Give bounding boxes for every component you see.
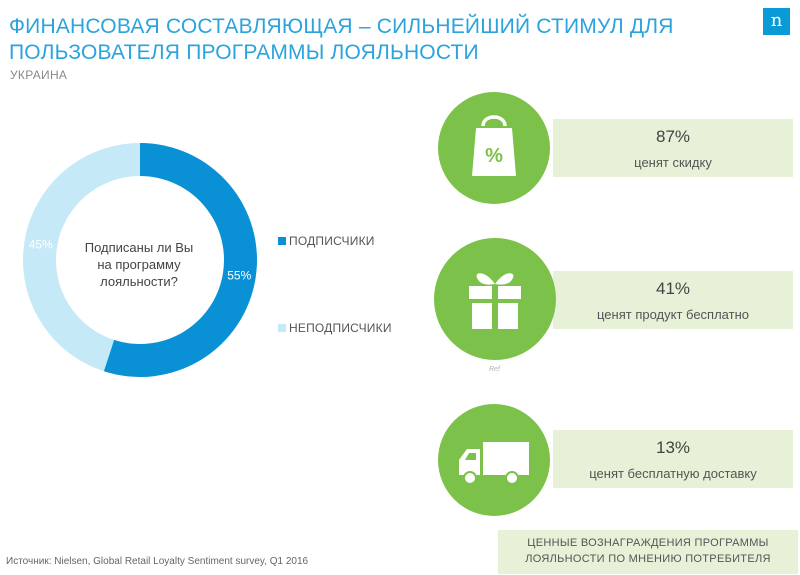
reward-free-product: 41% ценят продукт бесплатно: [434, 238, 798, 360]
reward-free-delivery-percent: 13%: [655, 438, 691, 457]
donut-label-subscribers: 55%: [227, 269, 251, 283]
reward-free-delivery: 13% ценят бесплатную доставку: [438, 404, 798, 516]
donut-slice-non-subscribers: [22, 143, 140, 372]
rewards-caption-line-2: ЛОЯЛЬНОСТИ ПО МНЕНИЮ ПОТРЕБИТЕЛЯ: [525, 553, 771, 565]
rewards-caption-line-1: ЦЕННЫЕ ВОЗНАГРАЖДЕНИЯ ПРОГРАММЫ: [527, 537, 769, 549]
legend-label-subscribers: ПОДПИСЧИКИ: [289, 234, 375, 248]
legend-item-subscribers: ПОДПИСЧИКИ: [278, 234, 375, 248]
donut-label-non-subscribers: 45%: [29, 237, 53, 251]
donut-slice-subscribers: [103, 143, 257, 377]
reward-free-delivery-box: 13% ценят бесплатную доставку: [553, 430, 793, 488]
reward-free-product-label: ценят продукт бесплатно: [597, 307, 749, 322]
gift-icon: [469, 273, 521, 329]
legend-label-non-subscribers: НЕПОДПИСЧИКИ: [289, 321, 392, 335]
delivery-truck-icon: [459, 442, 529, 485]
source-note: Источник: Nielsen, Global Retail Loyalty…: [6, 556, 309, 567]
reward-discount-box: 87% ценят скидку: [553, 119, 793, 177]
legend-swatch-non-subscribers: [278, 324, 286, 332]
reward-free-delivery-circle: [438, 404, 550, 516]
page-title-line-2: ПОЛЬЗОВАТЕЛЯ ПРОГРАММЫ ЛОЯЛЬНОСТИ: [9, 41, 479, 64]
page-title-line-1: ФИНАНСОВАЯ СОСТАВЛЯЮЩАЯ – СИЛЬНЕЙШИЙ СТИ…: [9, 15, 674, 38]
reward-discount-circle: %: [438, 92, 550, 204]
legend-item-non-subscribers: НЕПОДПИСЧИКИ: [278, 321, 392, 335]
rewards-caption: ЦЕННЫЕ ВОЗНАГРАЖДЕНИЯ ПРОГРАММЫ ЛОЯЛЬНОС…: [498, 530, 798, 574]
reward-discount-percent: 87%: [655, 127, 691, 146]
center-text-line-3: лояльности?: [100, 274, 178, 289]
donut-data-labels: 55% 45%: [29, 237, 252, 282]
reward-discount: 87% ценят скидку %: [438, 92, 798, 204]
reward-free-delivery-label: ценят бесплатную доставку: [589, 466, 757, 481]
svg-text:%: %: [485, 145, 503, 167]
center-text-line-1: Подписаны ли Вы: [85, 240, 194, 255]
shopping-bag-percent-icon: %: [472, 115, 516, 176]
reward-free-product-percent: 41%: [655, 279, 691, 298]
tiny-mark: Ref: [489, 366, 500, 373]
nielsen-logo: n: [763, 8, 790, 35]
donut-center-text: Подписаны ли Вы на программу лояльности?: [85, 240, 194, 289]
donut-slices: [22, 143, 257, 377]
center-text-line-2: на программу: [97, 257, 181, 272]
legend-swatch-subscribers: [278, 237, 286, 245]
reward-discount-label: ценят скидку: [634, 155, 712, 170]
reward-free-product-box: 41% ценят продукт бесплатно: [553, 271, 793, 329]
page-title: ФИНАНСОВАЯ СОСТАВЛЯЮЩАЯ – СИЛЬНЕЙШИЙ СТИ…: [9, 14, 729, 66]
donut-chart: Подписаны ли Вы на программу лояльности?…: [22, 143, 257, 377]
reward-free-product-circle: [434, 238, 556, 360]
page-subtitle: УКРАИНА: [10, 68, 68, 82]
